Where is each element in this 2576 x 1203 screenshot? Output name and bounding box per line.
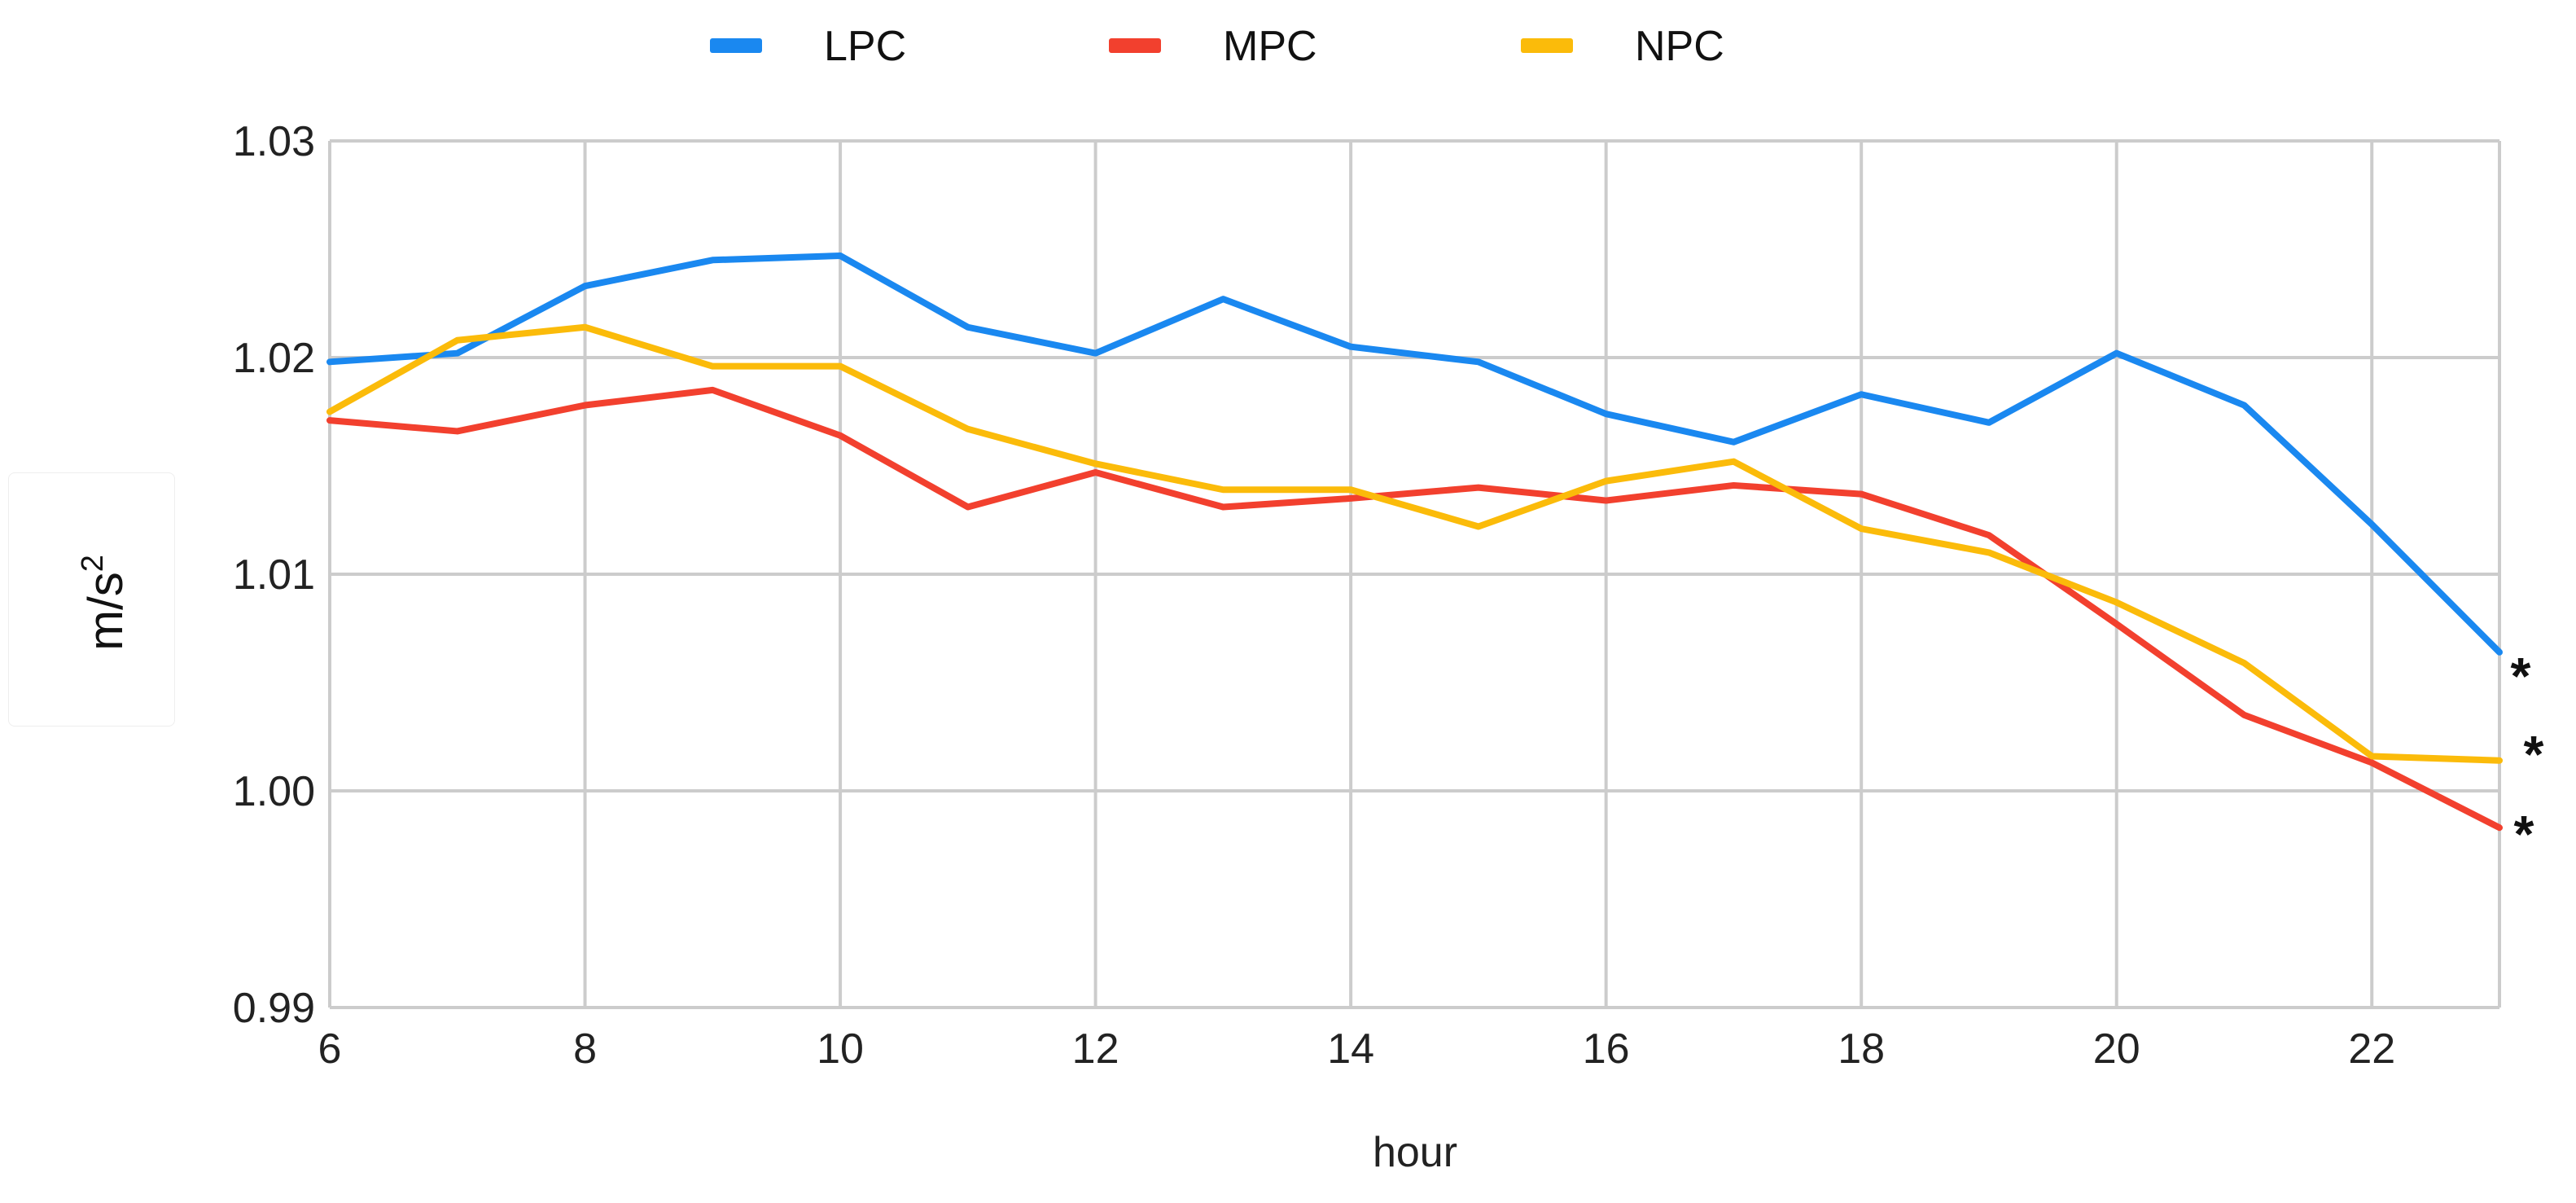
x-tick-label: 20	[2093, 1025, 2140, 1073]
y-axis-label-text: m/s	[78, 572, 133, 651]
annotations: * * *	[2511, 647, 2544, 863]
x-tick-label: 6	[318, 1025, 342, 1073]
series-line-lpc	[326, 252, 2503, 656]
series-line-npc	[326, 323, 2503, 764]
y-tick-label: 1.02	[233, 335, 315, 382]
y-tick-label: 1.00	[233, 768, 315, 815]
legend-label-mpc: MPC	[1223, 23, 1317, 70]
y-tick-label: 0.99	[233, 985, 315, 1032]
y-axis-label: m/s2	[76, 555, 133, 651]
series-line-mpc	[326, 386, 2503, 832]
x-tick-label: 18	[1838, 1025, 1885, 1073]
significance-asterisk: *	[2511, 647, 2531, 705]
tick-labels: 0.99 1.00 1.01 1.02 1.03 6 8 10 12 14 16 18 20 22	[233, 118, 2395, 1073]
legend: LPC MPC NPC	[710, 23, 1724, 70]
y-tick-label: 1.01	[233, 551, 315, 599]
legend-label-lpc: LPC	[824, 23, 906, 70]
legend-label-npc: NPC	[1635, 23, 1724, 70]
legend-swatch-mpc	[1109, 38, 1161, 53]
legend-swatch-lpc	[710, 38, 762, 53]
y-tick-label: 1.03	[233, 118, 315, 165]
x-tick-label: 10	[817, 1025, 864, 1073]
significance-asterisk: *	[2524, 725, 2544, 784]
y-axis-label-box	[8, 472, 175, 727]
x-tick-label: 22	[2348, 1025, 2395, 1073]
x-tick-label: 12	[1072, 1025, 1119, 1073]
series-lines	[326, 252, 2503, 832]
x-tick-label: 8	[573, 1025, 597, 1073]
y-axis-label-superscript: 2	[76, 555, 110, 572]
x-axis-label: hour	[1373, 1129, 1457, 1176]
significance-asterisk: *	[2514, 805, 2534, 863]
grid	[328, 139, 2501, 1009]
x-tick-label: 16	[1583, 1025, 1630, 1073]
x-tick-label: 14	[1327, 1025, 1374, 1073]
legend-swatch-npc	[1521, 38, 1573, 53]
